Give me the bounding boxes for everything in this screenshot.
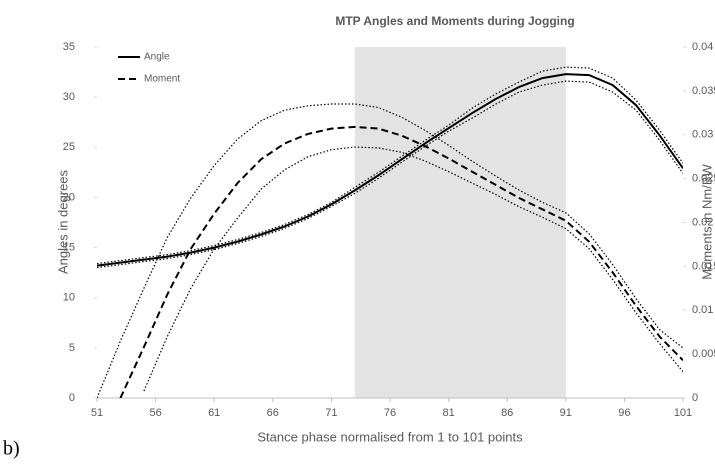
- x-tick-label: 76: [384, 407, 396, 419]
- y-tick-label: 5: [69, 342, 75, 354]
- x-tick-label: 61: [208, 407, 220, 419]
- y2-tick-label: 0: [692, 392, 698, 404]
- x-tick-label: 91: [560, 407, 572, 419]
- x-tick-label: 96: [618, 407, 630, 419]
- y-tick-label: 15: [63, 241, 75, 253]
- y-tick-label: 30: [63, 91, 75, 103]
- legend-label: Angle: [144, 52, 170, 63]
- x-tick-label: 66: [267, 407, 279, 419]
- y-tick-label: 35: [63, 41, 75, 53]
- legend-label: Moment: [144, 74, 180, 85]
- y2-tick-label: 0.015: [692, 260, 715, 272]
- x-tick-label: 86: [501, 407, 513, 419]
- y-axis-label: Angles in degrees: [55, 169, 70, 274]
- y-tick-label: 25: [63, 141, 75, 153]
- highlight-band: [354, 47, 566, 398]
- y2-tick-label: 0.035: [692, 85, 715, 97]
- lower-band: [143, 146, 683, 392]
- x-tick-label: 101: [674, 407, 692, 419]
- series-line: [119, 125, 683, 398]
- series-line: [97, 73, 683, 267]
- x-tick-label: 81: [442, 407, 454, 419]
- y-tick-label: 0: [69, 392, 75, 404]
- y2-tick-label: 0.01: [692, 304, 713, 316]
- upper-band: [97, 66, 683, 265]
- lower-band: [97, 80, 683, 269]
- x-tick-label: 71: [325, 407, 337, 419]
- y2-tick-label: 0.02: [692, 216, 713, 228]
- y2-tick-label: 0.03: [692, 129, 713, 141]
- chart-title: MTP Angles and Moments during Jogging: [335, 14, 574, 28]
- x-axis-label: Stance phase normalised from 1 to 101 po…: [257, 429, 523, 444]
- x-tick-label: 56: [149, 407, 161, 419]
- y2-tick-label: 0.005: [692, 348, 715, 360]
- y2-axis-label: Moments in Nm/BW: [699, 163, 714, 279]
- x-tick-label: 51: [91, 407, 103, 419]
- y-tick-label: 20: [63, 191, 75, 203]
- y-tick-label: 10: [63, 292, 75, 304]
- y2-tick-label: 0.04: [692, 41, 713, 53]
- y2-tick-label: 0.025: [692, 173, 715, 185]
- upper-band: [97, 103, 683, 398]
- panel-label: b): [3, 438, 20, 460]
